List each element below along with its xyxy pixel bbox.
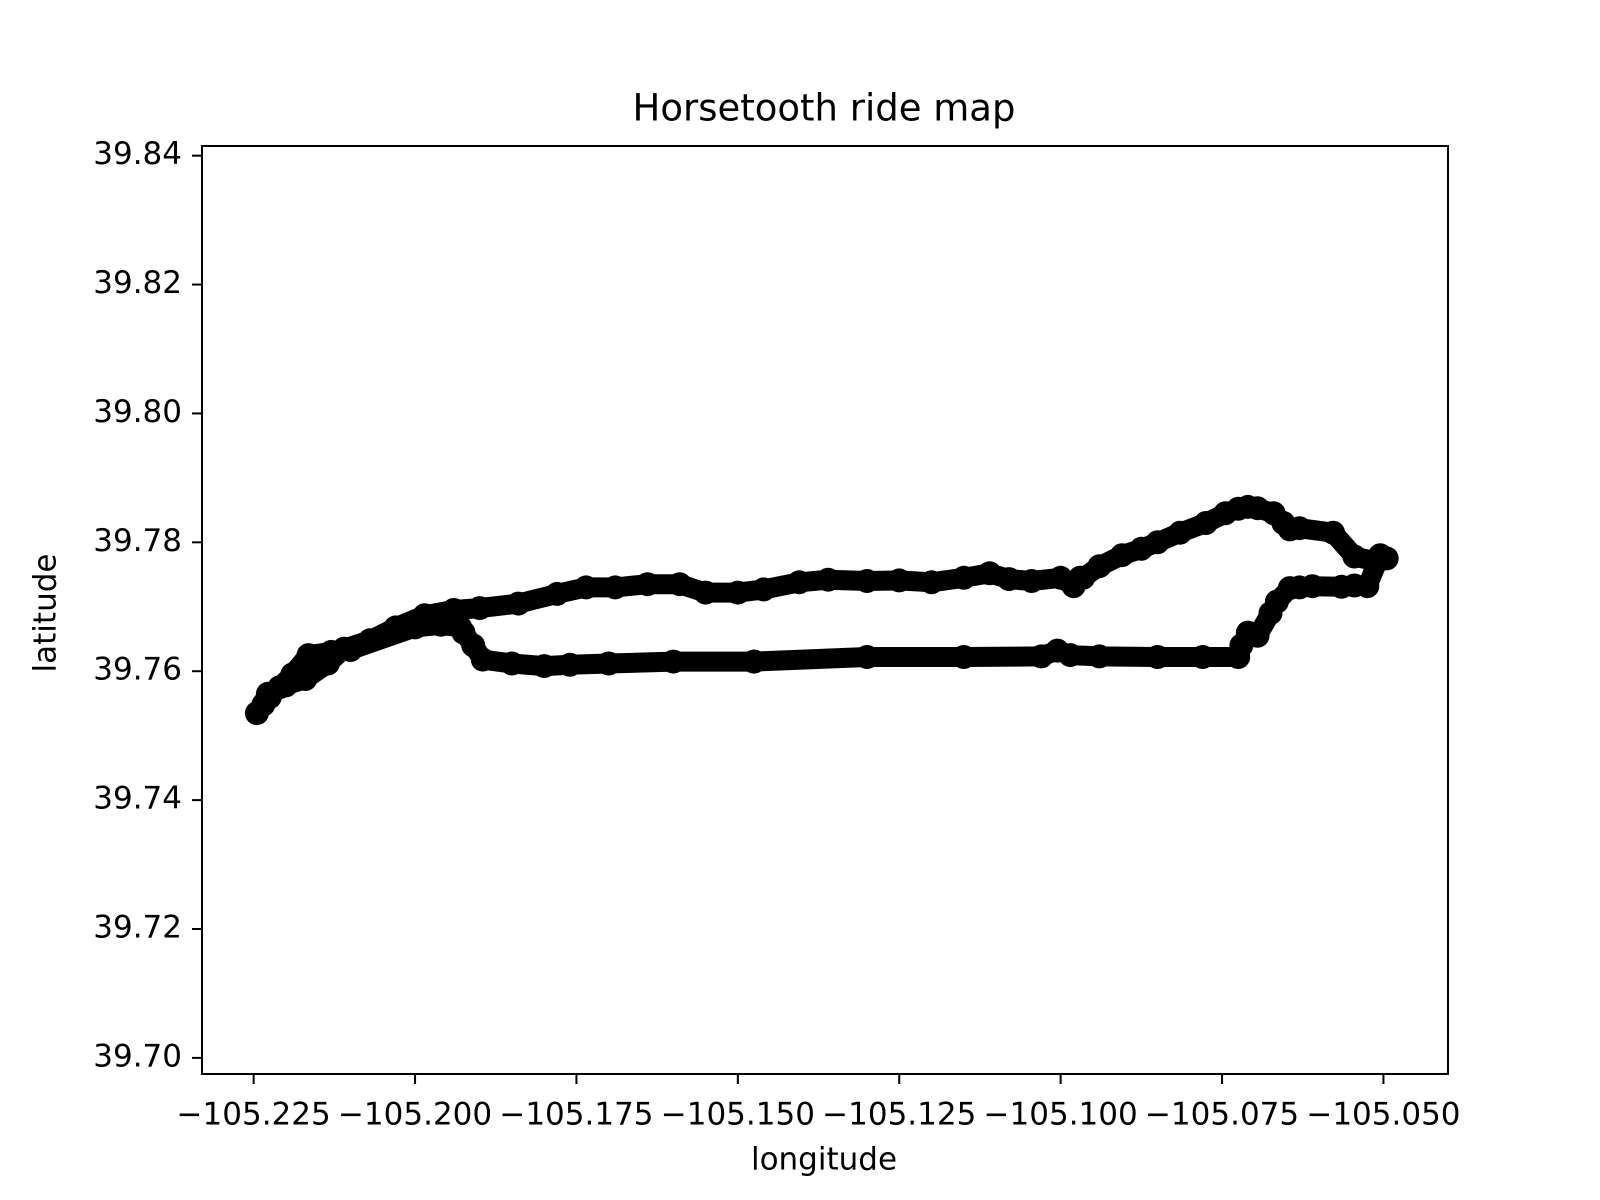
track-point (558, 652, 582, 677)
track-point (441, 598, 466, 622)
track-point (412, 603, 437, 628)
track-point (855, 645, 879, 669)
track-point (951, 565, 976, 590)
track-point (1287, 516, 1312, 541)
x-tick-label: −105.075 (1145, 1097, 1299, 1133)
y-tick-label: 39.84 (93, 136, 182, 172)
track-point (315, 651, 340, 676)
y-tick-label: 39.76 (93, 652, 182, 688)
track-point (1368, 543, 1393, 568)
track-point (693, 580, 718, 605)
track-point (1110, 543, 1134, 568)
track-layer (244, 494, 1399, 726)
track-point (603, 575, 628, 600)
track-point (1342, 544, 1367, 569)
chart-title: Horsetooth ride map (633, 87, 1016, 130)
track-point (532, 654, 557, 679)
track-point (887, 568, 912, 593)
track-point (293, 667, 318, 691)
track-point (787, 570, 812, 595)
track-point (667, 572, 692, 597)
track-point (661, 649, 686, 674)
y-tick-label: 39.78 (93, 523, 182, 559)
x-tick-label: −105.125 (822, 1097, 976, 1133)
plot-area (244, 494, 1399, 726)
plot-frame (201, 145, 1449, 1075)
track-point (977, 561, 1002, 586)
track-point (545, 581, 570, 606)
track-point (596, 651, 621, 676)
track-point (506, 591, 531, 616)
track-point (1190, 645, 1215, 669)
y-tick-label: 39.72 (93, 910, 182, 946)
track-point (855, 569, 879, 593)
track-point (919, 570, 944, 595)
x-tick-label: −105.050 (1306, 1097, 1460, 1133)
track-point (742, 649, 766, 674)
track-point (635, 572, 660, 597)
x-axis: −105.225 −105.200 −105.175 −105.150 −105.125… (177, 1074, 1461, 1133)
track-point (1145, 530, 1170, 555)
x-tick-label: −105.150 (661, 1097, 815, 1133)
track-point (574, 575, 599, 600)
track-point (1258, 601, 1283, 626)
track-point (383, 615, 408, 640)
y-axis: 39.70 39.72 39.74 39.76 39.78 39.80 39.82 39.84 (93, 136, 202, 1074)
track-point (1193, 511, 1218, 535)
y-axis-title: latitude (28, 554, 64, 673)
track-point (725, 580, 750, 605)
track-point (499, 651, 524, 676)
track-point (273, 673, 298, 698)
track-point (244, 701, 269, 726)
track-point (1087, 644, 1112, 669)
track-point (296, 643, 321, 668)
track-point (332, 636, 356, 661)
x-tick-label: −105.100 (984, 1097, 1138, 1133)
y-tick-label: 39.80 (93, 394, 182, 430)
y-tick-label: 39.82 (93, 265, 182, 301)
y-tick-label: 39.74 (93, 781, 182, 817)
track-point (1019, 569, 1044, 593)
x-tick-label: −105.225 (177, 1097, 331, 1133)
track-point (1145, 645, 1170, 669)
x-axis-title: longitude (751, 1142, 897, 1178)
y-tick-label: 39.70 (93, 1038, 182, 1074)
track-point (751, 577, 776, 602)
track-point (1321, 520, 1346, 545)
x-tick-label: −105.200 (338, 1097, 492, 1133)
x-tick-label: −105.175 (499, 1097, 653, 1133)
track-point (1329, 574, 1354, 599)
track-point (467, 596, 492, 621)
track-point (1168, 520, 1193, 545)
track-point (1226, 645, 1251, 669)
track-point (255, 681, 280, 706)
track-point (357, 628, 382, 653)
track-point (951, 645, 976, 669)
track-point (1029, 644, 1054, 669)
track-point (997, 567, 1021, 592)
track-point (1087, 554, 1112, 579)
track-point (816, 567, 841, 592)
